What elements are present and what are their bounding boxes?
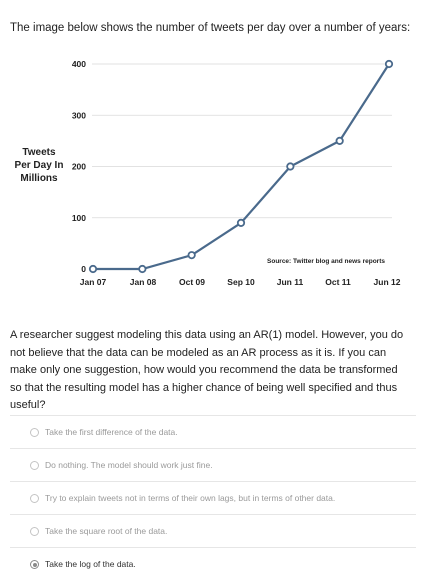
data-point xyxy=(384,59,394,69)
option-label: Take the first difference of the data. xyxy=(45,427,178,437)
option-do-nothing[interactable]: Do nothing. The model should work just f… xyxy=(10,448,416,481)
y-axis-label-line-3: Millions xyxy=(20,173,58,184)
radio-button[interactable] xyxy=(30,560,39,569)
answer-options: Take the first difference of the data. D… xyxy=(10,415,416,580)
x-tick-label: Jan 07 xyxy=(80,277,107,287)
y-tick-label: 0 xyxy=(81,264,86,274)
option-label: Try to explain tweets not in terms of th… xyxy=(45,493,336,503)
radio-button[interactable] xyxy=(30,461,39,470)
option-other-data[interactable]: Try to explain tweets not in terms of th… xyxy=(10,481,416,514)
y-tick-label: 400 xyxy=(72,59,86,69)
x-tick-label: Jun 11 xyxy=(277,277,304,287)
option-first-difference[interactable]: Take the first difference of the data. xyxy=(10,415,416,448)
radio-button[interactable] xyxy=(30,527,39,536)
data-point xyxy=(88,264,98,274)
data-point xyxy=(335,136,344,145)
data-point xyxy=(138,264,147,274)
x-tick-label: Jun 12 xyxy=(374,277,401,287)
question-text: A researcher suggest modeling this data … xyxy=(10,329,404,411)
option-log[interactable]: Take the log of the data. xyxy=(10,547,416,580)
y-tick-label: 300 xyxy=(72,110,86,120)
data-point xyxy=(286,162,295,171)
x-tick-label: Jan 08 xyxy=(130,277,157,287)
y-axis-label-line-1: Tweets xyxy=(22,147,56,158)
intro-text: The image below shows the number of twee… xyxy=(10,22,411,34)
y-tick-label: 100 xyxy=(72,213,86,223)
data-point xyxy=(236,218,246,227)
x-tick-label: Oct 11 xyxy=(325,277,351,287)
source-note: Source: Twitter blog and news reports xyxy=(267,258,385,265)
option-label: Do nothing. The model should work just f… xyxy=(45,460,213,470)
option-square-root[interactable]: Take the square root of the data. xyxy=(10,514,416,547)
y-tick-label: 200 xyxy=(72,162,86,172)
x-tick-label: Oct 09 xyxy=(179,277,205,287)
tweets-line-chart: Tweets Per Day In Millions 0 100 200 300 400… xyxy=(15,59,401,287)
option-label: Take the square root of the data. xyxy=(45,526,168,536)
data-point xyxy=(187,251,196,260)
radio-button[interactable] xyxy=(30,494,39,503)
radio-button[interactable] xyxy=(30,428,39,437)
x-tick-label: Sep 10 xyxy=(227,277,255,287)
y-axis-label-line-2: Per Day In xyxy=(15,160,64,171)
option-label: Take the log of the data. xyxy=(45,559,136,569)
